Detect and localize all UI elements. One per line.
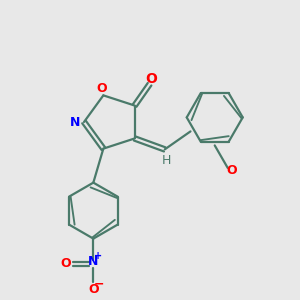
Text: O: O [146, 72, 158, 86]
Text: +: + [94, 250, 102, 261]
Text: −: − [94, 277, 105, 290]
Text: N: N [70, 116, 80, 128]
Text: H: H [162, 154, 171, 167]
Text: O: O [88, 283, 99, 296]
Text: N: N [88, 255, 98, 268]
Text: O: O [96, 82, 107, 95]
Text: O: O [226, 164, 237, 177]
Text: O: O [60, 257, 71, 270]
